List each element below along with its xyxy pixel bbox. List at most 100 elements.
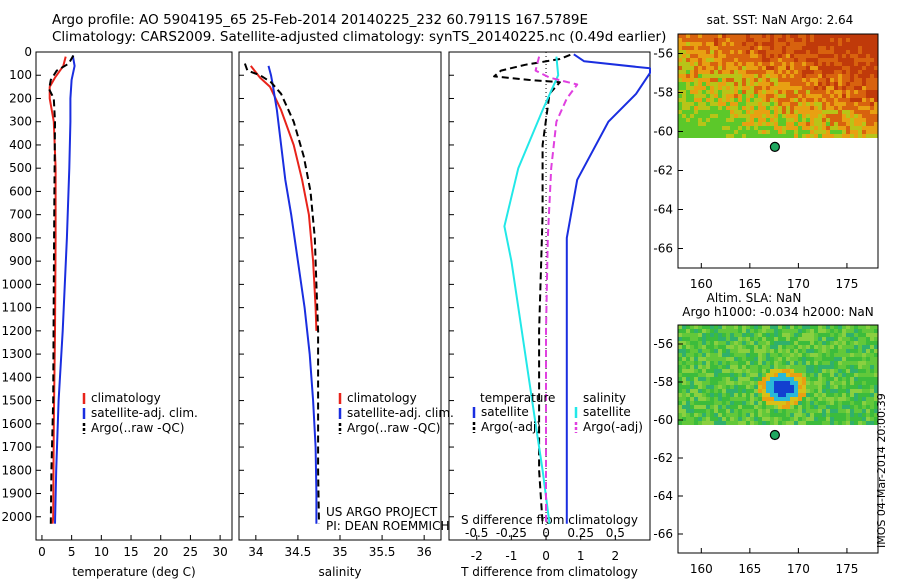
temperature-difference-axis-tick-label: 2 [612,549,620,563]
depth-tick-label: 700 [9,208,32,222]
depth-tick-label: 500 [9,161,32,175]
temperature-legend-label: Argo(..raw -QC) [91,421,184,435]
series-line-salinity-satellite [503,56,560,524]
salinity-difference-tick-label: -0.5 [465,526,488,540]
temperature-legend-label: climatology [91,391,161,405]
depth-tick-label: 1600 [1,417,32,431]
temperature-difference-axis-tick-label: -2 [471,549,483,563]
depth-tick-label: 900 [9,254,32,268]
difference-salinity-legend-label: Argo(-adj) [583,420,643,434]
temperature-axis-tick-label: 0 [38,545,46,559]
depth-tick-label: 1400 [1,370,32,384]
sst-lat-tick-label: -66 [653,242,673,256]
depth-tick-label: 600 [9,184,32,198]
salinity-axis-tick-label: 36 [417,545,432,559]
sst-map-frame [677,33,879,269]
sla-lon-tick-label: 160 [690,562,713,576]
depth-tick-label: 800 [9,231,32,245]
sla-field [678,325,878,425]
sst-lon-tick-label: 170 [787,277,810,291]
difference-salinity-legend-label: satellite [583,405,631,419]
temperature-axis-tick-label: 25 [183,545,198,559]
difference-temperature-legend-label: Argo(-adj) [481,420,541,434]
sst-lat-tick-label: -62 [653,164,673,178]
salinity-legend-label: Argo(..raw -QC) [347,421,440,435]
salinity-difference-tick-label: 0.25 [567,526,594,540]
temperature-panel-frame [35,51,233,541]
series-line-satellite-adj-clim- [54,55,76,524]
series-line-temperature-argo-adj- [493,53,571,524]
sla-argo-position-marker [769,429,780,441]
depth-tick-label: 1500 [1,394,32,408]
depth-tick-label: 1300 [1,347,32,361]
depth-tick-label: 100 [9,68,32,82]
sla-map-frame [677,324,879,554]
temperature-difference-axis-tick-label: -1 [505,549,517,563]
series-line-climatology [250,65,318,331]
depth-tick-label: 0 [24,45,32,59]
series-line-argo-raw-qc- [243,63,320,524]
sst-lon-tick-label: 160 [690,277,713,291]
sla-lat-tick-label: -60 [653,413,673,427]
sst-lon-tick-label: 175 [835,277,858,291]
depth-tick-label: 1000 [1,277,32,291]
series-line-salinity-argo-adj- [534,56,579,524]
sla-lat-tick-label: -56 [653,337,673,351]
sla-lat-tick-label: -64 [653,489,673,503]
temperature-difference-axis-label: T difference from climatology [460,565,638,579]
depth-tick-label: 400 [9,138,32,152]
salinity-legend-label: climatology [347,391,417,405]
salinity-axis-tick-label: 34.5 [285,545,312,559]
temperature-axis-tick-label: 5 [68,545,76,559]
sst-lat-tick-label: -58 [653,86,673,100]
sla-lat-tick-label: -58 [653,375,673,389]
temperature-legend-label: satellite-adj. clim. [91,406,198,420]
difference-temperature-legend-label: satellite [481,405,529,419]
sla-map-subtitle: Argo h1000: -0.034 h2000: NaN [682,305,874,319]
sla-lon-tick-label: 165 [738,562,761,576]
pi-annotation: PI: DEAN ROEMMICH [326,519,449,533]
salinity-difference-tick-label: 0 [542,526,550,540]
salinity-axis-tick-label: 34 [248,545,263,559]
depth-tick-label: 200 [9,91,32,105]
salinity-difference-tick-label: 0.5 [606,526,625,540]
depth-tick-label: 1900 [1,487,32,501]
sst-field [678,34,878,138]
temperature-axis-label: temperature (deg C) [72,565,195,579]
depth-tick-label: 1700 [1,440,32,454]
series-line-satellite-adj-clim- [267,65,318,524]
sst-lat-tick-label: -60 [653,125,673,139]
depth-tick-label: 2000 [1,510,32,524]
depth-tick-label: 1800 [1,463,32,477]
imos-timestamp: IMOS 04-Mar-2014 20:00:39 [875,393,888,548]
sla-lat-tick-label: -62 [653,451,673,465]
sla-lon-tick-label: 175 [835,562,858,576]
temperature-axis-tick-label: 30 [212,545,227,559]
salinity-axis-tick-label: 35 [332,545,347,559]
temperature-difference-axis-tick-label: 1 [577,549,585,563]
project-annotation: US ARGO PROJECT [326,505,438,519]
series-line-argo-raw-qc- [48,54,75,524]
salinity-axis-label: salinity [318,565,361,579]
temperature-axis-tick-label: 10 [94,545,109,559]
salinity-panel-frame [238,51,442,541]
depth-tick-label: 1100 [1,301,32,315]
series-line-temperature-satellite [565,53,651,524]
temperature-axis-tick-label: 15 [123,545,138,559]
salinity-axis-tick-label: 35.5 [369,545,396,559]
temperature-difference-axis-tick-label: 0 [542,549,550,563]
temperature-axis-tick-label: 20 [153,545,168,559]
sst-lat-tick-label: -64 [653,203,673,217]
sst-map-title: sat. SST: NaN Argo: 2.64 [707,13,854,27]
difference-legend-salinity-header: salinity [583,391,626,405]
sst-argo-position-marker [769,141,780,153]
depth-tick-label: 300 [9,115,32,129]
difference-legend-temperature-header: temperature [480,391,555,405]
depth-tick-label: 1200 [1,324,32,338]
header-profile-line: Argo profile: AO 5904195_65 25-Feb-2014 … [52,12,589,28]
sla-lat-tick-label: -66 [653,527,673,541]
sla-lon-tick-label: 170 [787,562,810,576]
salinity-legend-label: satellite-adj. clim. [347,406,454,420]
salinity-difference-tick-label: -0.25 [496,526,527,540]
